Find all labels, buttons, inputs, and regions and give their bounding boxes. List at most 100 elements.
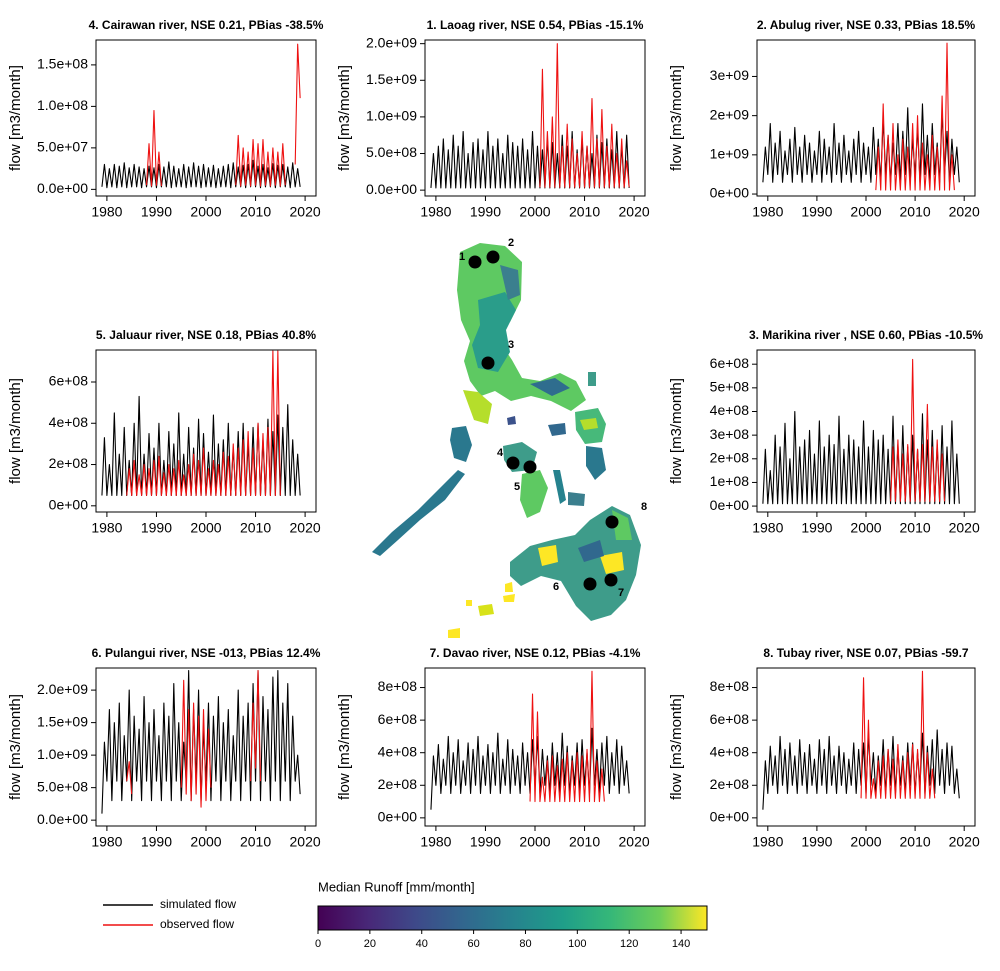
- y-tick-label: 0e+00: [710, 185, 750, 201]
- x-tick-label: 1990: [470, 834, 501, 850]
- y-tick-label: 5e+08: [710, 379, 750, 395]
- gauge-station: [468, 255, 482, 269]
- catanduanes: [588, 372, 596, 386]
- y-tick-label: 1.0e+08: [37, 97, 88, 113]
- plot-frame: [756, 667, 976, 827]
- panel-title: 1. Laoag river, NSE 0.54, PBias -15.1%: [427, 18, 644, 32]
- sulu-islet: [503, 594, 515, 602]
- y-axis-label: flow [m3/month]: [668, 378, 685, 484]
- y-tick-label: 3e+09: [710, 67, 750, 83]
- x-tick-label: 1980: [752, 834, 783, 850]
- sulu-islet: [505, 582, 513, 592]
- flow-line: [762, 103, 960, 183]
- y-tick-label: 4e+08: [710, 402, 750, 418]
- plot-frame: [95, 667, 317, 827]
- negros: [520, 470, 548, 518]
- bohol: [568, 492, 585, 506]
- plot-frame: [756, 39, 976, 197]
- y-tick-label: 4e+08: [710, 743, 750, 759]
- x-tick-label: 1990: [470, 204, 501, 220]
- y-tick-label: 2.0e+09: [37, 681, 88, 697]
- luzon-region: [463, 390, 492, 424]
- y-tick-label: 1e+09: [710, 146, 750, 162]
- y-tick-label: 5.0e+08: [37, 778, 88, 794]
- y-tick-label: 1.0e+09: [366, 108, 417, 124]
- gauge-station: [523, 460, 537, 474]
- y-tick-label: 5.0e+07: [37, 139, 88, 155]
- x-tick-label: 2020: [290, 834, 321, 850]
- y-tick-label: 0e+00: [710, 497, 750, 513]
- marinduque: [507, 416, 516, 425]
- x-tick-label: 2000: [850, 834, 881, 850]
- mindanao-region: [538, 545, 558, 566]
- x-tick-label: 1990: [801, 834, 832, 850]
- flow-line: [145, 43, 301, 187]
- panel: 5. Jaluaur river, NSE 0.18, PBias 40.8% f…: [7, 328, 321, 536]
- y-tick-label: 2e+08: [49, 455, 89, 471]
- station-label: 1: [459, 251, 465, 263]
- y-tick-label: 0e+00: [710, 809, 750, 825]
- gauge-station: [486, 250, 500, 264]
- colorbar-tick-label: 60: [467, 938, 479, 950]
- colorbar-tick-label: 140: [672, 938, 690, 950]
- panel-title: 2. Abulug river, NSE 0.33, PBias 18.5%: [757, 18, 976, 32]
- y-tick-label: 6e+08: [710, 355, 750, 371]
- x-tick-label: 2020: [619, 834, 650, 850]
- x-tick-label: 2010: [569, 834, 600, 850]
- y-axis-label: flow [m3/month]: [336, 65, 353, 171]
- flow-line: [539, 43, 630, 188]
- colorbar-tick-label: 20: [364, 938, 376, 950]
- y-tick-label: 1.0e+09: [37, 746, 88, 762]
- x-tick-label: 2020: [949, 520, 980, 536]
- x-tick-label: 1980: [420, 204, 451, 220]
- gauge-station: [506, 456, 520, 470]
- gauge-station: [605, 515, 619, 529]
- panel-title: 5. Jaluaur river, NSE 0.18, PBias 40.8%: [96, 328, 316, 342]
- colorbar-tick-label: 40: [416, 938, 428, 950]
- x-tick-label: 2010: [240, 204, 271, 220]
- runoff-map: [372, 243, 641, 638]
- panel: 7. Davao river, NSE 0.12, PBias -4.1% flo…: [336, 646, 650, 850]
- plot-frame: [95, 349, 317, 513]
- x-tick-label: 2010: [900, 520, 931, 536]
- y-axis-label: flow [m3/month]: [7, 694, 24, 800]
- mindanao-region: [600, 552, 624, 574]
- x-tick-label: 1990: [801, 520, 832, 536]
- palawan: [372, 470, 465, 556]
- panel: 1. Laoag river, NSE 0.54, PBias -15.1% fl…: [336, 18, 650, 220]
- y-tick-label: 8e+08: [710, 678, 750, 694]
- x-tick-label: 1980: [752, 520, 783, 536]
- x-tick-label: 2020: [290, 520, 321, 536]
- y-tick-label: 4e+08: [378, 743, 418, 759]
- y-tick-label: 1e+08: [710, 473, 750, 489]
- x-tick-label: 1980: [91, 204, 122, 220]
- flow-line: [529, 670, 605, 803]
- gauge-station: [604, 573, 618, 587]
- x-tick-label: 1990: [141, 520, 172, 536]
- y-tick-label: 4e+08: [49, 414, 89, 430]
- colorbar-tick-label: 0: [315, 938, 321, 950]
- x-tick-label: 2020: [619, 204, 650, 220]
- y-tick-label: 2e+08: [378, 776, 418, 792]
- y-tick-label: 0.0e+00: [366, 181, 417, 197]
- x-tick-label: 2010: [569, 204, 600, 220]
- y-tick-label: 8e+08: [378, 678, 418, 694]
- y-tick-label: 6e+08: [378, 711, 418, 727]
- x-tick-label: 1990: [141, 204, 172, 220]
- legend-label: simulated flow: [160, 897, 236, 911]
- x-tick-label: 1980: [91, 520, 122, 536]
- x-tick-label: 2020: [949, 204, 980, 220]
- luzon-region: [530, 378, 570, 396]
- y-axis-label: flow [m3/month]: [336, 694, 353, 800]
- plot-frame: [95, 39, 317, 197]
- plot-frame: [756, 349, 976, 513]
- sulu-islet: [448, 628, 460, 638]
- station-label: 4: [497, 447, 504, 459]
- y-tick-label: 0e+00: [378, 809, 418, 825]
- panel-title: 3. Marikina river , NSE 0.60, PBias -10.…: [749, 328, 983, 342]
- y-axis-label: flow [m3/month]: [668, 694, 685, 800]
- colorbar-tick-label: 100: [568, 938, 586, 950]
- x-tick-label: 1990: [141, 834, 172, 850]
- plot-frame: [424, 667, 646, 827]
- flow-line: [860, 670, 936, 799]
